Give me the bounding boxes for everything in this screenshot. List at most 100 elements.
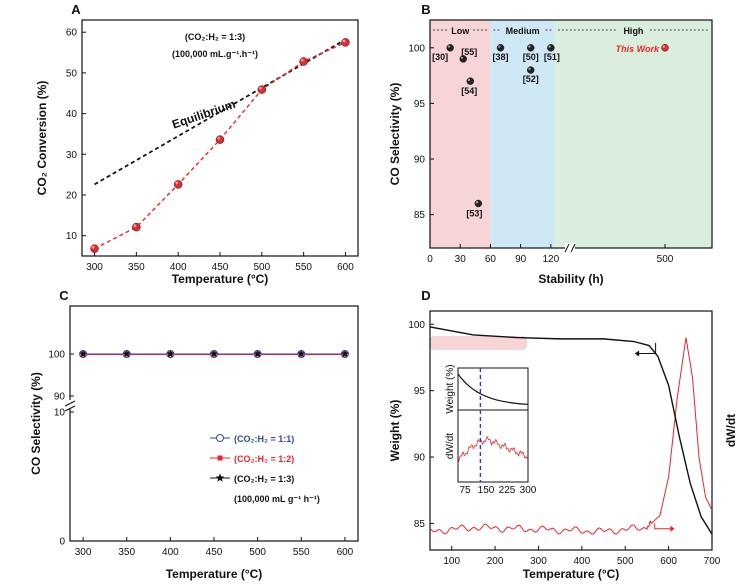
- panel-a-conversion-point: [257, 85, 267, 94]
- panel-d-ytick-label: 95: [414, 386, 426, 397]
- panel-a-xtick-label: 350: [128, 262, 145, 273]
- panel-b-point-label: [53]: [466, 209, 482, 219]
- panel-d-y2label: dW/dt: [724, 414, 738, 447]
- panel-b-region-label-bg: [617, 24, 650, 35]
- panel-a-ytick-label: 50: [66, 68, 78, 79]
- panel-a-ytick-label: 20: [66, 190, 78, 201]
- panel-a-xtick-label: 550: [295, 262, 312, 273]
- panel-a-conversion-point-highlight: [91, 245, 95, 249]
- panel-b-region-label-bg: [447, 24, 474, 35]
- panel-b-point-label: [52]: [523, 74, 539, 84]
- panel-a-condition-flow: (100,000 mL.g⁻¹.h⁻¹): [172, 49, 258, 59]
- panel-c-point-ratio-1-3: [341, 350, 349, 358]
- panel-c-ytick-label: 100: [48, 350, 65, 361]
- panel-label-a: A: [71, 2, 81, 17]
- panel-b-ytick-label: 90: [414, 155, 426, 166]
- panel-c-xtick-label: 600: [337, 547, 354, 558]
- panel-a-conversion-point: [299, 57, 308, 66]
- panel-b-xtick-label: 60: [485, 254, 497, 265]
- panel-b-axis-break: [564, 243, 570, 253]
- panel-a-ytick-label: 40: [66, 109, 78, 120]
- panel-c-axis-break: [64, 400, 76, 407]
- panel-c-point-ratio-1-3: [253, 350, 262, 358]
- panel-b-xtick-label: 120: [543, 254, 560, 265]
- panel-a-xlabel: Temperature (°C): [172, 272, 269, 286]
- panel-b-point-label: [51]: [544, 52, 560, 62]
- panel-c-legend-label: (CO₂:H₂ = 1:1): [234, 434, 294, 444]
- panel-a-xtick-label: 450: [212, 262, 229, 273]
- panel-b-point-highlight: [447, 45, 451, 48]
- panel-c-frame: [69, 305, 359, 542]
- panel-label-d: D: [421, 288, 430, 303]
- panel-a-conversion-point: [173, 180, 183, 189]
- panel-d-xlabel: Temperature (°C): [523, 567, 620, 581]
- panel-b-axis-break-bg: [565, 243, 575, 253]
- panel-a-xtick-label: 600: [337, 262, 354, 273]
- panel-b-point: [526, 66, 535, 74]
- panel-d-inset-weight: [457, 373, 529, 406]
- panel-b-ytick-label: 95: [414, 99, 426, 110]
- panel-b-region-label: Medium: [506, 26, 540, 36]
- panel-b-point-highlight: [528, 67, 531, 71]
- panel-b-ytick-label: 100: [408, 43, 425, 54]
- panel-b-point-label: [38]: [492, 52, 508, 62]
- panel-c-xtick-label: 550: [293, 547, 310, 558]
- panel-d-xtick-label: 300: [530, 556, 547, 567]
- panel-c-legend-marker: [216, 434, 224, 442]
- panel-b-xtick-label: 30: [455, 254, 467, 265]
- panel-b-ylabel: CO Selectivity (%): [388, 83, 402, 186]
- panel-b-point-highlight: [498, 45, 501, 48]
- panel-b-point-label: [50]: [523, 52, 539, 62]
- panel-d-ytick-label: 90: [414, 453, 426, 464]
- panel-a-ytick-label: 10: [66, 231, 78, 242]
- panel-c-ytick-label: 90: [54, 392, 66, 403]
- panel-c-legend-label: (CO₂:H₂ = 1:2): [234, 454, 294, 464]
- panel-b-point: [466, 77, 475, 85]
- panel-b-xtick-label: 500: [657, 254, 674, 265]
- panel-c-point-ratio-1-3: [210, 350, 218, 358]
- panel-d-frame: [429, 310, 713, 551]
- panel-d-dwdt-arrow: [654, 523, 673, 530]
- panel-a-conversion-point-highlight: [175, 181, 179, 185]
- panel-b-region-high: [554, 20, 712, 248]
- panel-c-legend-marker: [217, 455, 223, 461]
- panel-b-this-work-label: This Work: [616, 44, 660, 54]
- panel-a-conversion-point-highlight: [300, 58, 304, 62]
- panel-d-xtick-label: 100: [443, 556, 460, 567]
- panel-d-weight-curve: [429, 326, 713, 535]
- panel-a-condition-ratio: (CO₂:H₂ = 1:3): [185, 32, 245, 42]
- panel-a-ylabel: CO₂ Conversion (%): [35, 81, 49, 196]
- panel-d-xtick-label: 400: [574, 556, 591, 567]
- panel-c-point-ratio-1-3: [79, 350, 87, 358]
- panel-c-point-ratio-1-3: [122, 350, 131, 358]
- panel-a-conversion-point: [341, 38, 350, 47]
- panel-a-xtick-label: 400: [170, 262, 187, 273]
- panel-b-ytick-label: 85: [414, 210, 426, 221]
- panel-a-xtick-label: 500: [253, 262, 270, 273]
- panel-c-xlabel: Temperature (°C): [166, 567, 263, 581]
- panel-b-point-label: [55]: [461, 47, 477, 57]
- panel-d-ytick-label: 85: [414, 519, 426, 530]
- panel-a-ytick-label: 30: [66, 150, 78, 161]
- panel-c-point-ratio-1-3: [166, 350, 175, 358]
- panel-d-xtick-label: 500: [617, 556, 634, 567]
- panel-a-conversion-line: [94, 41, 346, 250]
- panel-d-dwdt-arrowhead: [670, 525, 675, 532]
- panel-b-axis-break: [570, 243, 576, 253]
- panel-c-ytick-label: 10: [54, 408, 66, 419]
- panel-a-conversion-point-highlight: [217, 136, 221, 140]
- panel-b-point: [474, 199, 483, 208]
- panel-d-inset-ylabel-top: Weight (%): [445, 364, 456, 413]
- panel-a-equilibrium-label: Equilibrium: [170, 97, 237, 132]
- panel-d-weight-arrow: [636, 342, 657, 354]
- panel-b-point-label: [54]: [461, 86, 477, 96]
- panel-c-xtick-label: 350: [118, 547, 135, 558]
- panel-c-xtick-label: 500: [249, 547, 266, 558]
- panel-d-inset-xtick-label: 225: [499, 485, 516, 496]
- panel-c-axis-break: [64, 405, 76, 412]
- panel-b-region-label: High: [623, 26, 643, 36]
- panel-b-point-highlight: [467, 78, 471, 82]
- panel-a-ytick-label: 60: [66, 28, 78, 39]
- panel-c-xtick-label: 450: [206, 547, 223, 558]
- panel-b-point-highlight: [475, 201, 479, 204]
